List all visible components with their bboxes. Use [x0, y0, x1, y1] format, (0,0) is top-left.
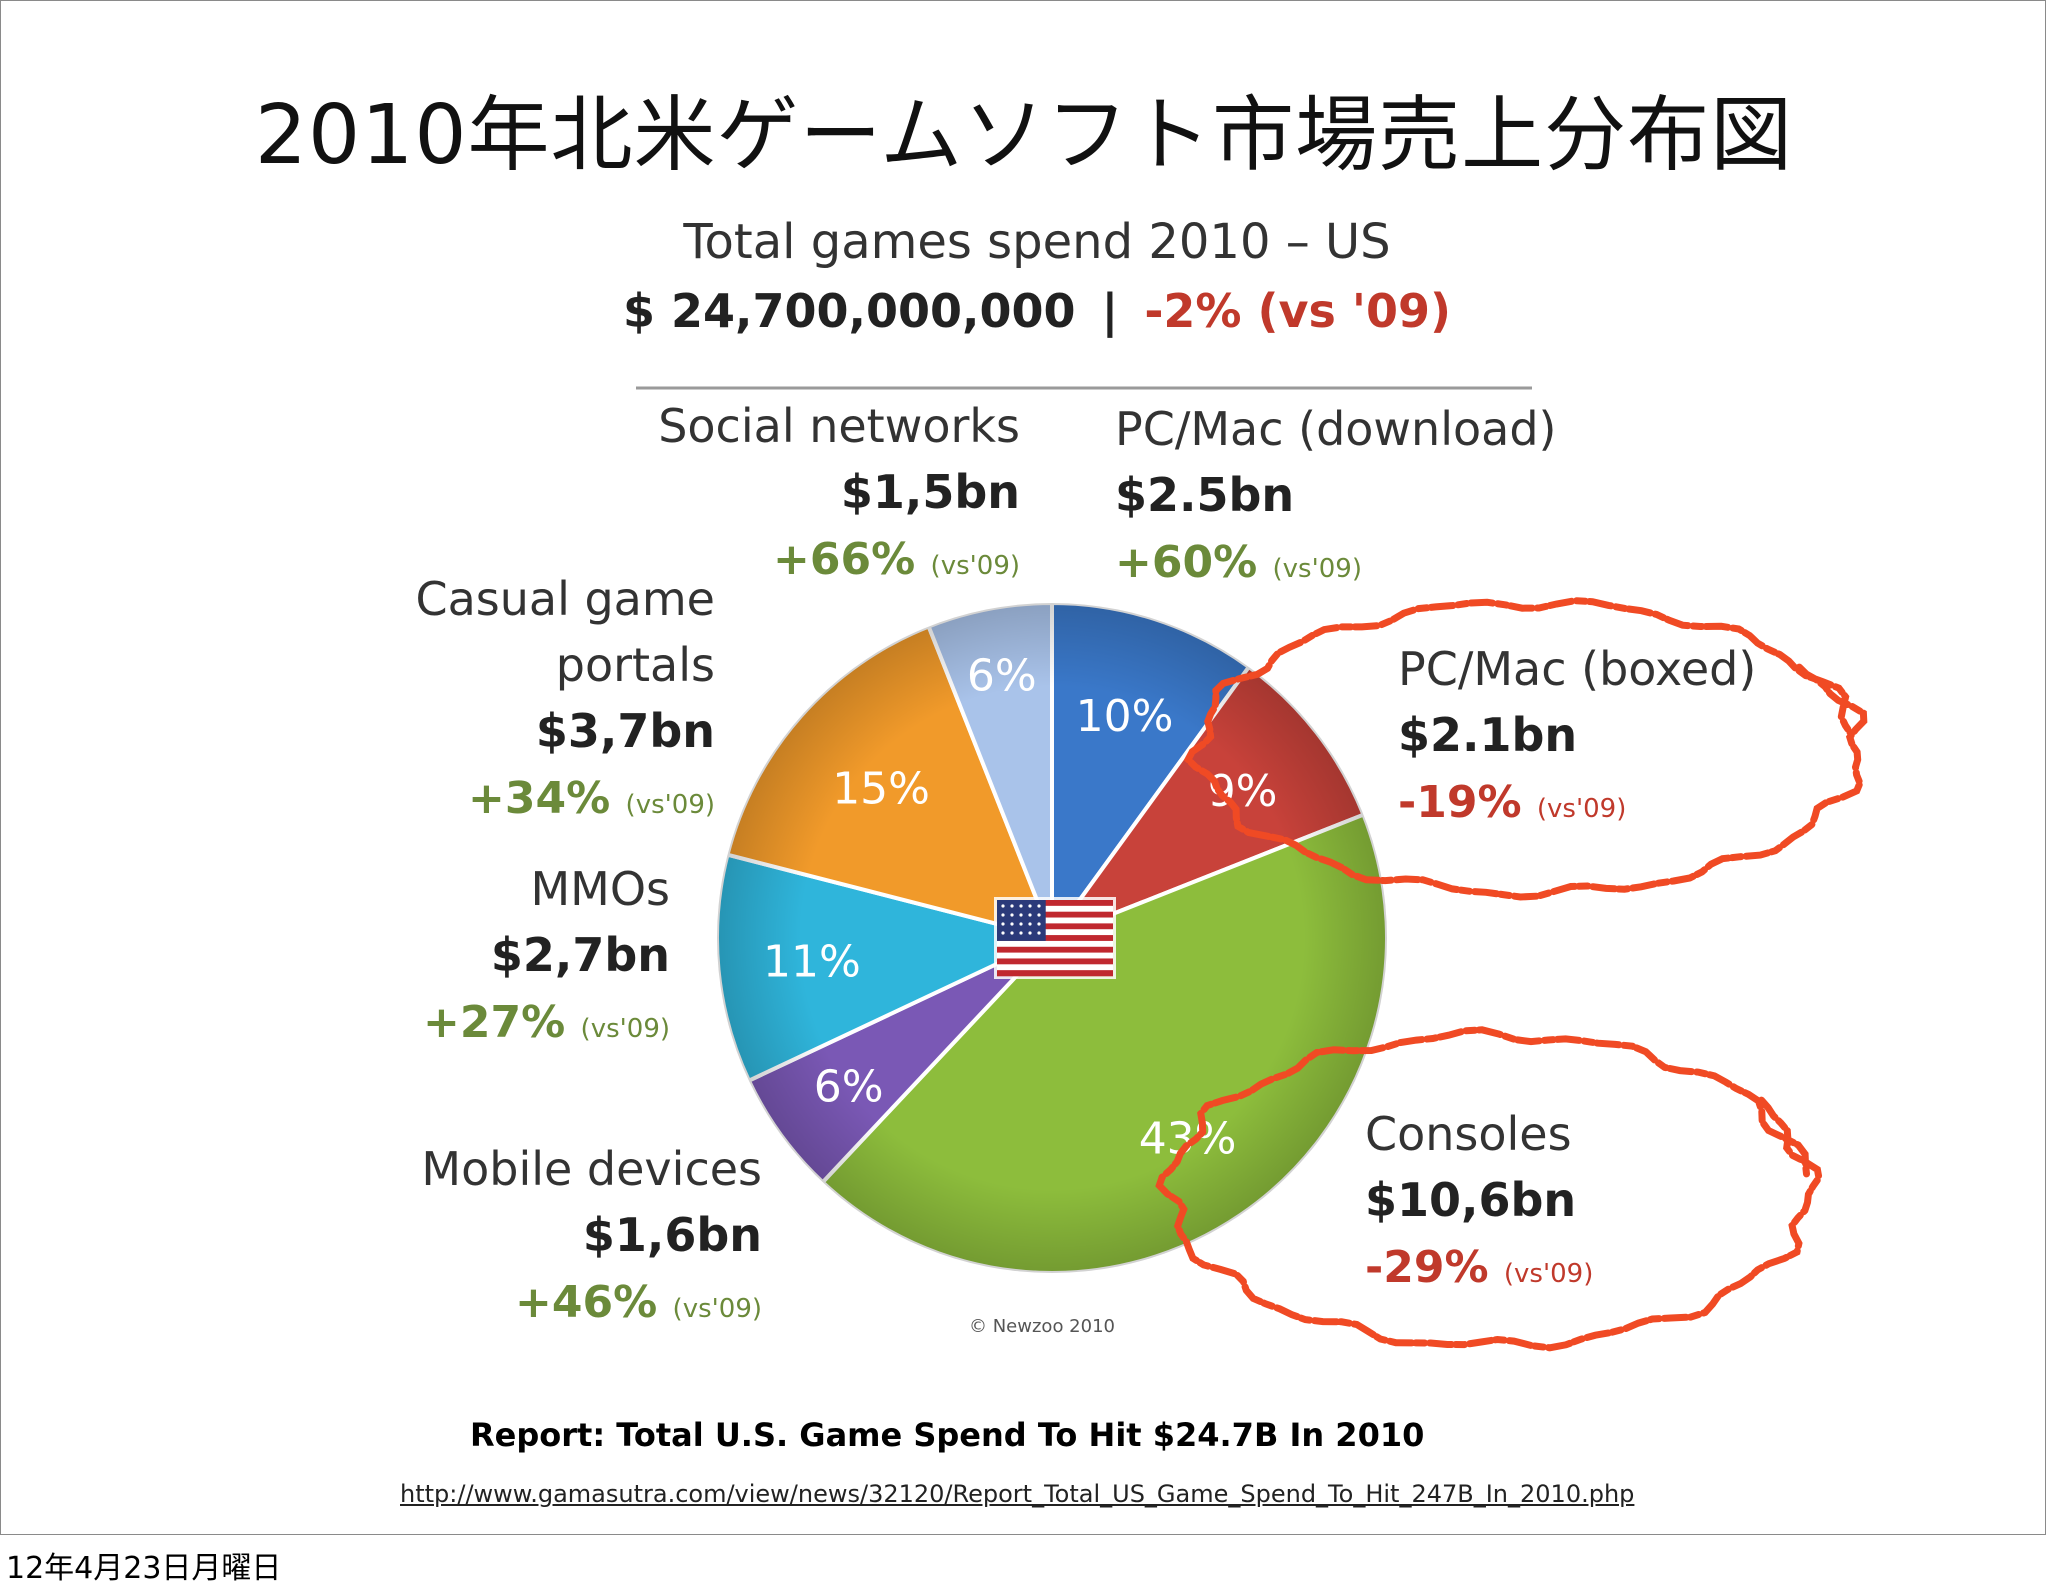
pie-percent-labels: 10%9%43%6%11%15%6%	[763, 651, 1278, 1165]
pie-percent-social-networks: 6%	[967, 651, 1037, 702]
total-amount: $ 24,700,000,000	[623, 284, 1076, 338]
pie-percent-consoles: 43%	[1139, 1114, 1237, 1165]
pie-callouts: PC/Mac (download)$2.5bn+60% (vs'09)PC/Ma…	[415, 399, 1756, 1328]
pie-percent-mmos: 11%	[763, 937, 861, 988]
callout-name-pc-mac-boxed: PC/Mac (boxed)	[1398, 642, 1756, 696]
callout-change-casual-game-portals: +34% (vs'09)	[468, 773, 715, 824]
callout-change-mmos: +27% (vs'09)	[423, 997, 670, 1048]
callout-name-mmos: MMOs	[530, 862, 670, 916]
chart-credit: © Newzoo 2010	[969, 1316, 1115, 1337]
callout-amount-mobile-devices: $1,6bn	[583, 1208, 762, 1262]
highlight-circles	[1155, 597, 1868, 1352]
callout-name-casual-game-portals-0: Casual game	[415, 572, 715, 626]
callout-name-casual-game-portals-1: portals	[556, 638, 715, 692]
callout-amount-pc-mac-download: $2.5bn	[1115, 468, 1294, 522]
callout-amount-consoles: $10,6bn	[1365, 1173, 1576, 1227]
chart-title: Total games spend 2010 – US	[682, 214, 1390, 270]
total-separator: |	[1101, 284, 1118, 339]
callout-pc-mac-download: PC/Mac (download) $2.5bn +60% (vs'09)	[1115, 402, 1556, 588]
callout-amount-social-networks: $1,5bn	[841, 465, 1020, 519]
callout-amount-pc-mac-boxed: $2.1bn	[1398, 708, 1577, 762]
us-flag-icon	[994, 897, 1116, 979]
callout-name-mobile-devices: Mobile devices	[421, 1142, 762, 1196]
callout-change-pc-mac-boxed: -19% (vs'09)	[1398, 777, 1626, 828]
callout-name-pc-mac-download: PC/Mac (download)	[1115, 402, 1556, 456]
callout-amount-mmos: $2,7bn	[491, 928, 670, 982]
highlight-circle-pc-mac-boxed	[1183, 597, 1868, 901]
callout-mobile-devices: Mobile devices $1,6bn +46% (vs'09)	[421, 1142, 762, 1328]
pie-percent-mobile-devices: 6%	[814, 1062, 884, 1113]
report-caption: Report: Total U.S. Game Spend To Hit $24…	[470, 1416, 1425, 1454]
callout-consoles: Consoles $10,6bn -29% (vs'09)	[1365, 1107, 1593, 1293]
callout-name-social-networks: Social networks	[658, 399, 1020, 453]
highlight-circle-consoles	[1155, 1026, 1823, 1352]
callout-pc-mac-boxed: PC/Mac (boxed) $2.1bn -19% (vs'09)	[1398, 642, 1756, 828]
callout-social-networks: Social networks $1,5bn +66% (vs'09)	[658, 399, 1020, 585]
callout-change-social-networks: +66% (vs'09)	[773, 534, 1020, 585]
callout-change-mobile-devices: +46% (vs'09)	[515, 1277, 762, 1328]
pie-percent-casual-game-portals: 15%	[832, 763, 930, 814]
callout-casual-game-portals: Casual game portals $3,7bn +34% (vs'09)	[415, 572, 715, 824]
chart-total: $ 24,700,000,000 | -2% (vs '09)	[623, 284, 1451, 339]
source-link[interactable]: http://www.gamasutra.com/view/news/32120…	[400, 1480, 1635, 1508]
callout-change-consoles: -29% (vs'09)	[1365, 1242, 1593, 1293]
callout-change-pc-mac-download: +60% (vs'09)	[1115, 537, 1362, 588]
callout-mmos: MMOs $2,7bn +27% (vs'09)	[423, 862, 670, 1048]
slide-title: 2010年北米ゲームソフト市場売上分布図	[254, 88, 1794, 183]
callout-amount-casual-game-portals: $3,7bn	[536, 704, 715, 758]
callout-name-consoles: Consoles	[1365, 1107, 1572, 1161]
footer-date: 12年4月23日月曜日	[6, 1551, 282, 1586]
total-change: -2% (vs '09)	[1144, 284, 1451, 338]
pie-percent-pc-mac-download: 10%	[1076, 691, 1174, 742]
